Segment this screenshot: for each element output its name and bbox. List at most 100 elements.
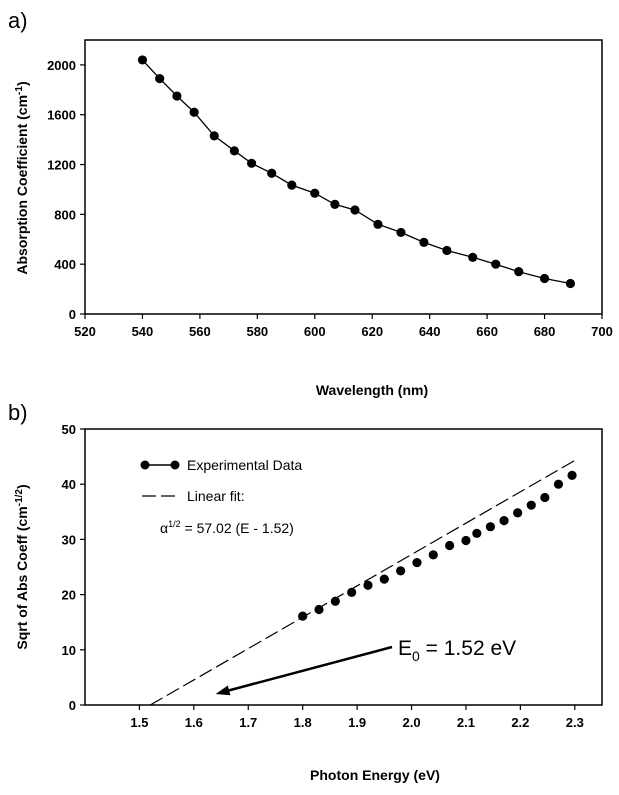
chart-b-data-point [298, 611, 308, 621]
chart-a-data-point [419, 237, 429, 247]
chart-b-annotation-arrow-head [215, 685, 231, 696]
chart-a-data-point [155, 74, 165, 84]
chart-b-data-point [513, 508, 523, 518]
chart-a-xtick-label: 580 [246, 324, 268, 339]
legend-fit-label: Linear fit: [187, 488, 245, 504]
chart-b-data-point [363, 580, 373, 590]
chart-a-data-point [330, 199, 340, 209]
chart-b-ytick-label: 40 [62, 477, 76, 492]
chart-b-data-point [314, 604, 324, 615]
panel-b-label: b) [8, 400, 28, 425]
chart-b-legend: Experimental Data Linear fit: α1/2 = 57.… [140, 457, 302, 536]
chart-b-xtick-label: 1.5 [130, 715, 148, 730]
chart-b-ylabel-end: ) [14, 484, 30, 489]
chart-b-xtick-label: 1.6 [185, 715, 203, 730]
chart-a-xtick-label: 640 [419, 324, 441, 339]
chart-b-data-point [485, 522, 496, 532]
chart-a-xtick-label: 540 [132, 324, 154, 339]
equation-rest: = 57.02 (E - 1.52) [181, 520, 294, 536]
chart-a-xlabel: Wavelength (nm) [316, 382, 428, 398]
chart-a-ytick-label: 2000 [47, 58, 76, 73]
chart-a-ytick-label: 0 [69, 307, 76, 322]
chart-a-data-point [396, 227, 406, 238]
chart-a-ytick-label: 1200 [47, 158, 76, 173]
chart-b-ylabel-main: Sqrt of Abs Coeff (cm [14, 506, 30, 649]
chart-b-ylabel-sup: -1/2 [14, 489, 25, 507]
chart-a-ytick-label: 800 [54, 207, 76, 222]
chart-a-ytick-label: 400 [54, 257, 76, 272]
chart-b: 1.5 1.6 1.7 1.8 1.9 2.0 2.1 2.2 2.3 0 10 20 30 40 50 [62, 422, 603, 730]
chart-b-data-point [472, 528, 482, 538]
chart-a-data-point [350, 205, 360, 215]
chart-b-xtick-label: 2.1 [457, 715, 475, 730]
chart-b-data-point [379, 574, 389, 584]
chart-b-xtick-label: 2.0 [402, 715, 420, 730]
chart-b-data-point [540, 492, 550, 503]
chart-b-data-point [330, 596, 340, 606]
chart-a-ylabel-sup: -1 [14, 86, 25, 95]
chart-b-xtick-label: 1.7 [239, 715, 257, 730]
chart-a-ylabel-main: Absorption Coefficient (cm [14, 95, 30, 275]
legend-data-label: Experimental Data [187, 457, 302, 473]
chart-a-data-point [514, 267, 524, 277]
chart-a-xtick-label: 620 [361, 324, 383, 339]
chart-b-ytick-label: 30 [62, 532, 76, 547]
chart-a: 520 540 560 580 600 620 640 660 680 700 0 400 800 120… [47, 39, 613, 339]
chart-a-data-point [310, 188, 320, 198]
chart-b-plot-frame [84, 428, 603, 706]
e0-annotation: E0 = 1.52 eV [398, 637, 516, 664]
chart-a-xtick-label: 680 [534, 324, 556, 339]
legend-data-marker [170, 460, 180, 470]
chart-a-data-point [442, 245, 452, 256]
chart-b-data-point [347, 587, 357, 597]
chart-b-xtick-label: 1.8 [294, 715, 312, 730]
chart-a-data-point [468, 252, 478, 262]
chart-b-data-point [445, 540, 455, 551]
chart-b-data-point [412, 557, 422, 568]
chart-a-data-point [491, 259, 501, 269]
chart-a-data-point [209, 131, 219, 141]
chart-b-data-point [567, 470, 577, 480]
chart-a-xtick-label: 520 [74, 324, 96, 339]
chart-b-xlabel: Photon Energy (eV) [310, 767, 440, 783]
chart-a-data-point [373, 219, 383, 229]
chart-a-xtick-label: 600 [304, 324, 326, 339]
chart-a-data-point [539, 273, 550, 284]
chart-b-data-point [499, 516, 509, 526]
chart-b-data-point [428, 550, 438, 560]
chart-a-ylabel-end: ) [14, 81, 30, 86]
chart-b-xtick-label: 2.3 [566, 715, 584, 730]
chart-a-data-point [565, 278, 576, 289]
chart-b-data-point [461, 535, 471, 546]
equation-sup: 1/2 [168, 519, 181, 529]
chart-b-ytick-label: 0 [69, 698, 76, 713]
chart-a-series-line [141, 59, 571, 285]
chart-a-data-point [172, 91, 182, 101]
chart-b-ytick-label: 50 [62, 422, 76, 437]
chart-a-data-point [246, 158, 257, 168]
chart-a-ytick-label: 1600 [47, 108, 76, 123]
e0-sub: 0 [412, 648, 420, 664]
legend-data-marker [140, 460, 150, 470]
panel-a-label: a) [8, 8, 28, 33]
e0-rest: = 1.52 eV [420, 637, 516, 660]
chart-b-data-point [553, 479, 564, 489]
e0-main: E [398, 637, 412, 660]
chart-b-ytick-label: 20 [62, 588, 76, 603]
chart-a-data-point [189, 107, 199, 117]
chart-a-data-point [229, 146, 239, 156]
chart-b-data-point [526, 500, 536, 510]
chart-b-xtick-label: 1.9 [348, 715, 366, 730]
chart-b-fit-line [150, 459, 576, 706]
chart-a-data-point [137, 55, 148, 65]
chart-a-xtick-label: 660 [476, 324, 498, 339]
chart-a-plot-frame [84, 39, 603, 315]
chart-b-ylabel: Sqrt of Abs Coeff (cm-1/2) [14, 484, 30, 649]
legend-equation: α1/2 = 57.02 (E - 1.52) [160, 519, 294, 536]
chart-b-annotation-arrow-shaft [228, 645, 393, 692]
chart-b-xtick-label: 2.2 [511, 715, 529, 730]
chart-a-ylabel: Absorption Coefficient (cm-1) [14, 81, 30, 274]
chart-b-ytick-label: 10 [62, 643, 76, 658]
equation-alpha: α [160, 520, 168, 536]
